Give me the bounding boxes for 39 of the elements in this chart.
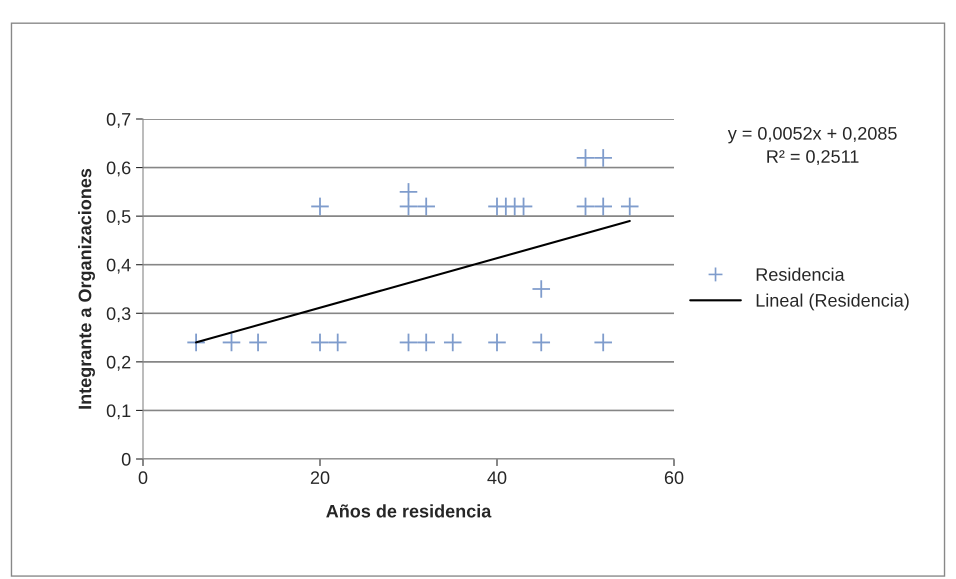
point: [416, 332, 436, 352]
x-axis-title: Años de residencia: [326, 504, 492, 518]
point: [514, 196, 534, 216]
x-tick-label: 60: [664, 471, 684, 484]
y-axis-title: Integrante a Organizaciones: [78, 168, 95, 409]
x-tick-label: 20: [310, 471, 330, 484]
y-tick-label: 0: [122, 452, 130, 466]
point: [532, 279, 551, 299]
y-tick-label: 0,2: [106, 356, 130, 371]
text: y = 0,0052x + 0,2085: [728, 126, 897, 144]
point: [416, 196, 436, 216]
point: [310, 332, 330, 352]
point: [594, 332, 613, 352]
point: [186, 332, 206, 352]
x-tick-label: 0: [138, 471, 148, 484]
point: [222, 332, 242, 352]
y-tick-label: 0,3: [106, 307, 130, 322]
point: [443, 332, 462, 352]
x-tick-label: 40: [487, 471, 506, 484]
legend-label: Residencia: [756, 268, 845, 281]
point: [310, 196, 330, 216]
y-tick-label: 0,7: [106, 112, 130, 128]
point: [398, 332, 418, 352]
point: [487, 332, 507, 352]
y-tick-label: 0,4: [106, 258, 131, 274]
point: [620, 196, 640, 216]
point: [576, 196, 596, 216]
point: [594, 148, 613, 168]
legend-label: Lineal (Residencia): [756, 294, 909, 310]
point: [328, 332, 348, 352]
point: [532, 332, 551, 352]
y-tick-label: 0,5: [106, 210, 130, 225]
point: [594, 196, 613, 216]
point: [576, 148, 596, 168]
text: R² = 0,2511: [767, 150, 858, 166]
y-tick-label: 0,6: [106, 162, 130, 176]
point: [398, 182, 418, 202]
point: [248, 332, 268, 352]
y-tick-label: 0,1: [106, 404, 130, 420]
